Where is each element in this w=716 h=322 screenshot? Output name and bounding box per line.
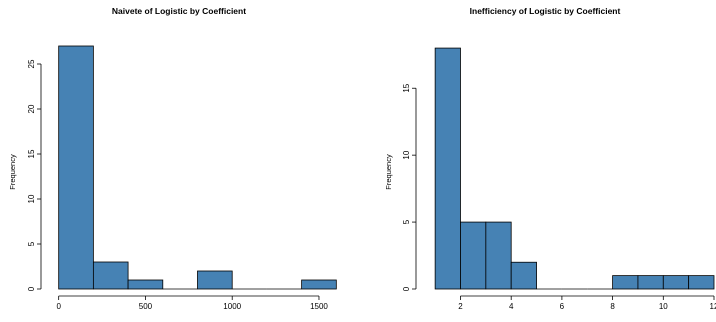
y-tick-label: 0 xyxy=(402,286,411,291)
y-tick-label: 15 xyxy=(27,149,36,158)
x-tick-label: 500 xyxy=(139,302,153,311)
y-tick-label: 10 xyxy=(27,194,36,203)
x-tick-label: 4 xyxy=(509,302,514,311)
x-tick-label: 0 xyxy=(56,302,61,311)
panel-inefficiency: Inefficiency of Logistic by Coefficient … xyxy=(384,6,716,311)
y-tick-label: 25 xyxy=(27,59,36,68)
histogram-bar xyxy=(688,275,715,290)
chart-title: Naivete of Logistic by Coefficient xyxy=(112,6,246,16)
x-tick-label: 12 xyxy=(710,302,716,311)
y-tick-label: 0 xyxy=(27,286,36,291)
histogram-bar xyxy=(662,275,690,290)
panel-naivete: Naivete of Logistic by Coefficient Frequ… xyxy=(8,6,337,311)
y-tick-label: 20 xyxy=(27,104,36,113)
x-tick-label: 1500 xyxy=(310,302,328,311)
chart-title: Inefficiency of Logistic by Coefficient xyxy=(470,6,621,16)
histogram-bar xyxy=(460,221,487,290)
histogram-bar xyxy=(127,279,164,290)
y-tick-label: 5 xyxy=(27,241,36,246)
y-axis-label: Frequency xyxy=(8,154,17,190)
x-tick-label: 2 xyxy=(458,302,463,311)
y-tick-label: 10 xyxy=(402,150,411,159)
histogram-bar xyxy=(92,261,129,290)
histogram-bar xyxy=(197,270,233,290)
histogram-bar xyxy=(301,279,337,290)
histogram-bar xyxy=(612,275,639,290)
histogram-bar xyxy=(434,47,461,290)
y-tick-label: 15 xyxy=(402,83,411,92)
x-tick-label: 8 xyxy=(610,302,615,311)
y-axis-label: Frequency xyxy=(384,154,393,190)
histogram-bar xyxy=(485,221,512,290)
histogram-bar xyxy=(637,275,664,290)
x-tick-label: 1000 xyxy=(223,302,241,311)
x-tick-label: 10 xyxy=(659,302,668,311)
histogram-bar xyxy=(58,45,94,290)
y-tick-label: 5 xyxy=(402,219,411,224)
x-tick-label: 6 xyxy=(560,302,565,311)
histogram-bar xyxy=(510,261,537,290)
